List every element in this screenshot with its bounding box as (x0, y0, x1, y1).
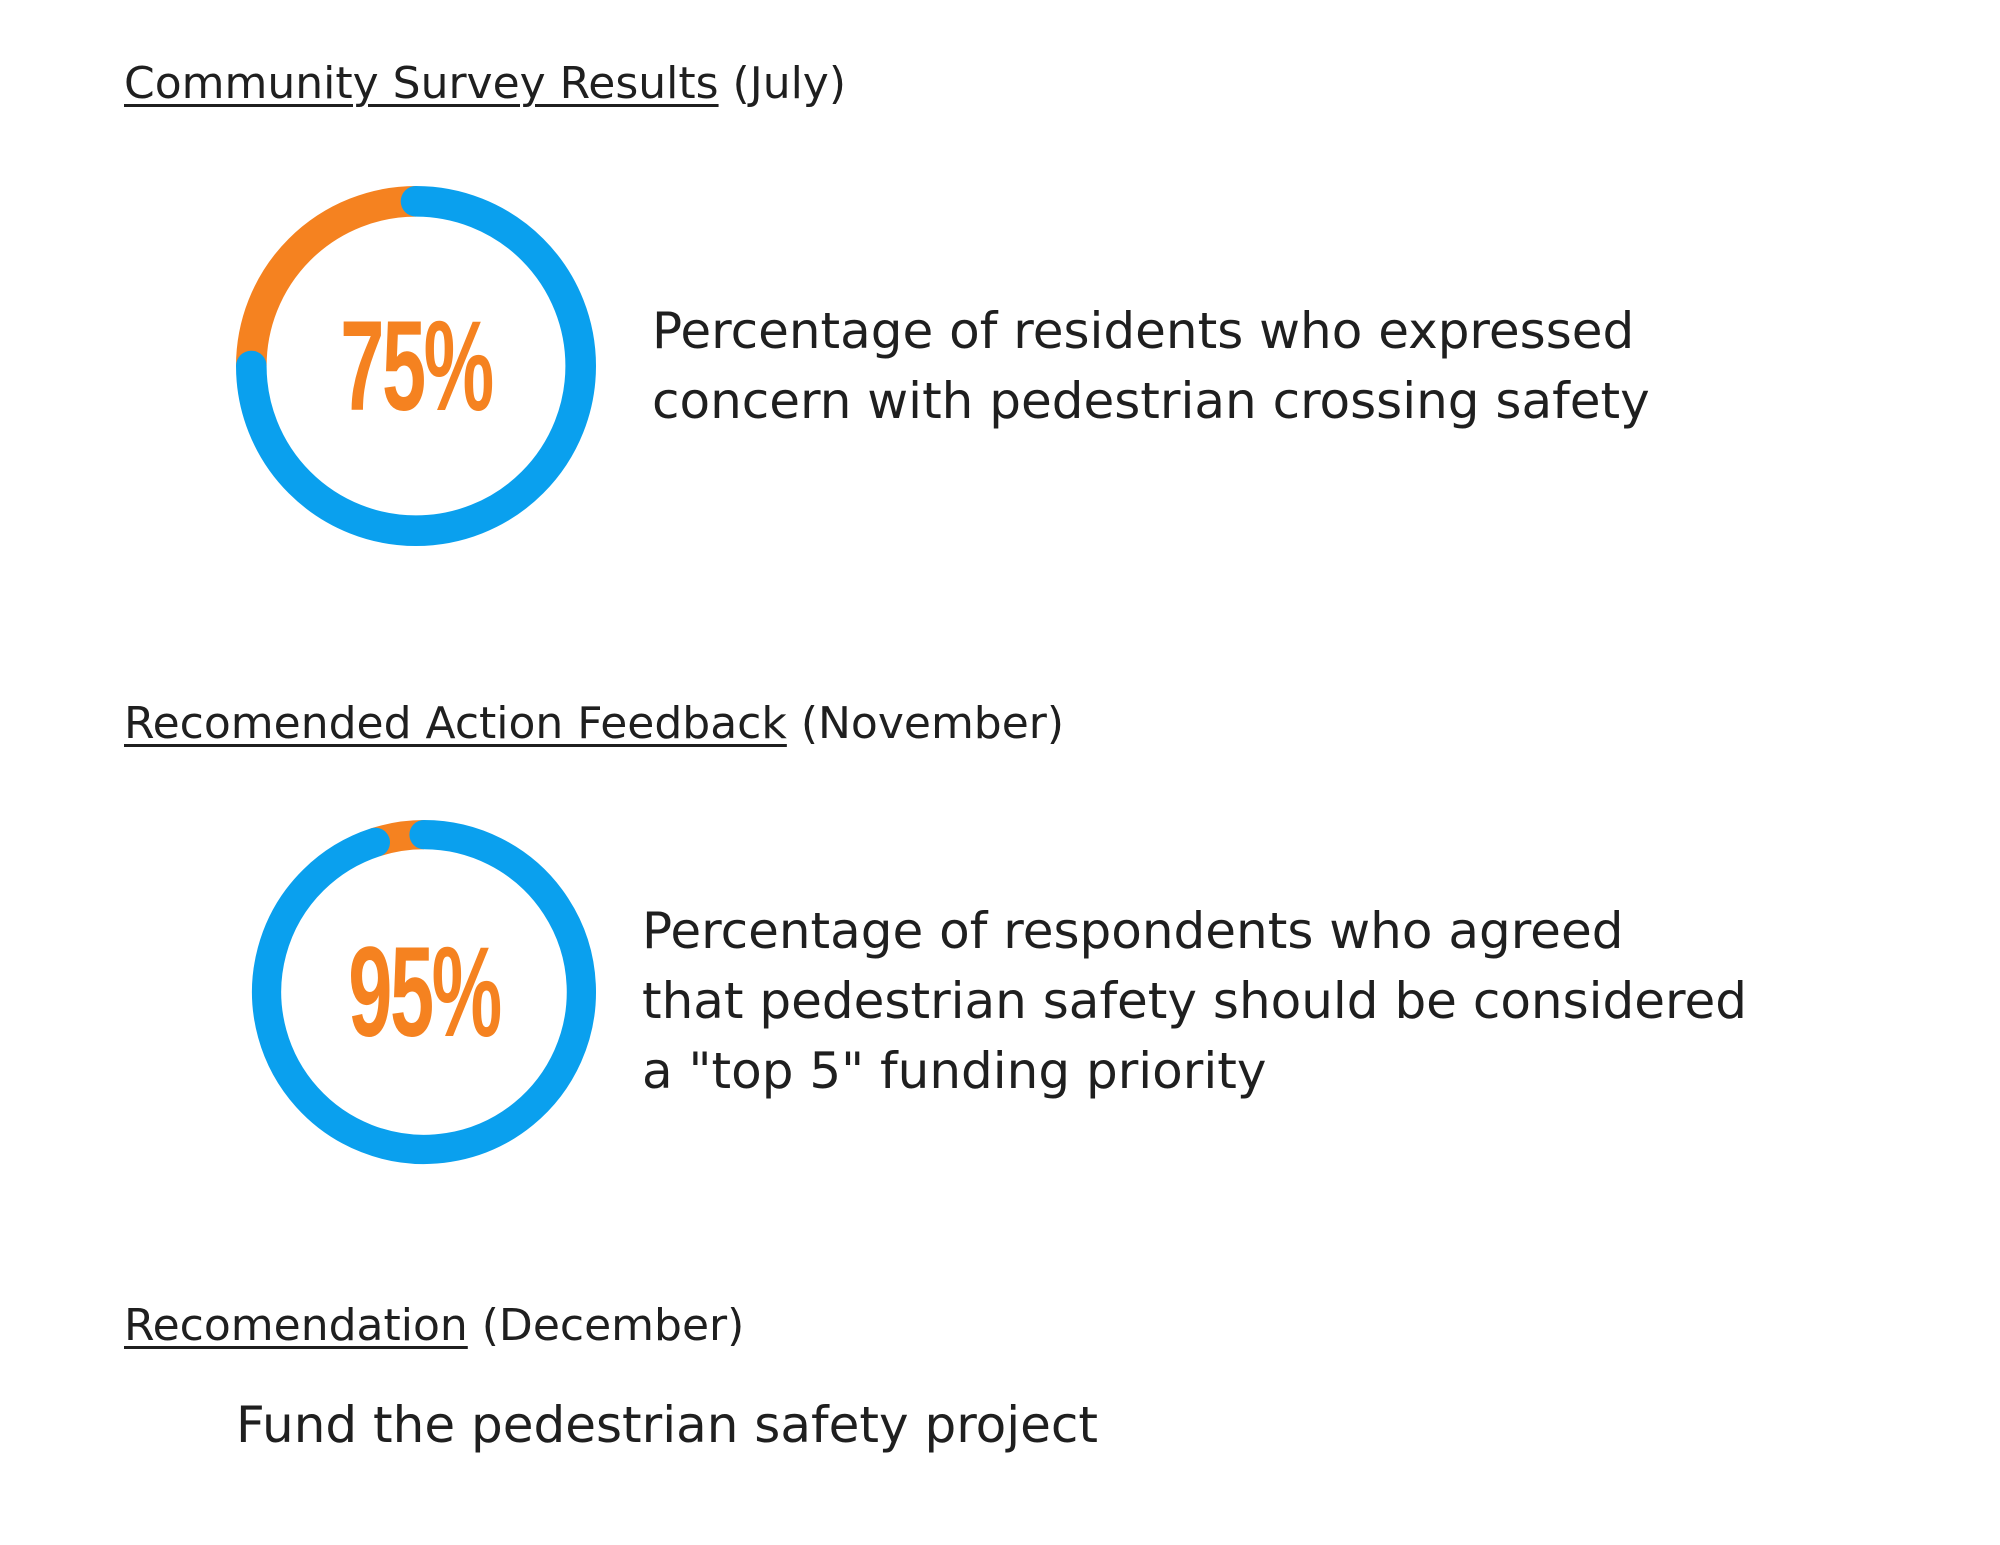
section-title: Recomended Action Feedback (124, 698, 787, 749)
description-line: Percentage of residents who expressed (652, 302, 1635, 360)
description-line: that pedestrian safety should be conside… (642, 972, 1748, 1030)
section-title: Recomendation (124, 1300, 468, 1351)
section-date: (November) (786, 698, 1065, 749)
donut-svg (252, 820, 596, 1164)
donut-chart-november: 95% (252, 820, 596, 1164)
section-heading-recommendation: Recomendation (December) (124, 1304, 744, 1348)
donut-center-label: 75% (340, 294, 494, 438)
donut-svg (236, 186, 596, 546)
section-date: (July) (718, 58, 847, 109)
section-heading-feedback: Recomended Action Feedback (November) (124, 702, 1064, 746)
section-heading-survey: Community Survey Results (July) (124, 62, 846, 106)
chart-description-november: Percentage of respondents who agreed tha… (642, 896, 1747, 1106)
section-title: Community Survey Results (124, 58, 719, 109)
description-line: Percentage of respondents who agreed (642, 902, 1624, 960)
donut-slice-accent (236, 186, 417, 367)
donut-chart-july: 75% (236, 186, 596, 546)
section-date: (December) (467, 1300, 745, 1351)
donut-slice-primary (236, 186, 596, 546)
donut-center-label: 95% (348, 920, 502, 1064)
chart-description-july: Percentage of residents who expressed co… (652, 296, 1650, 436)
description-line: concern with pedestrian crossing safety (652, 372, 1650, 430)
description-line: a "top 5" funding priority (642, 1042, 1267, 1100)
recommendation-text: Fund the pedestrian safety project (236, 1396, 1098, 1454)
donut-slice-primary (252, 820, 596, 1164)
